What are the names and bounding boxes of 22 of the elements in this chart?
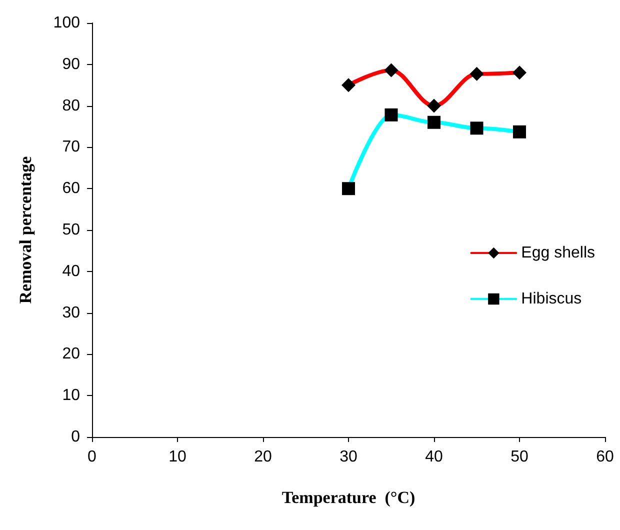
x-axis-title: Temperature (°C): [282, 488, 416, 507]
y-axis-title: Removal percentage: [16, 156, 35, 304]
y-tick-label: 0: [71, 428, 80, 446]
x-tick-label: 10: [168, 448, 186, 466]
x-tick-label: 30: [340, 448, 358, 466]
y-tick-label: 20: [62, 346, 80, 363]
x-tick-label: 40: [425, 448, 443, 466]
y-tick-label: 90: [62, 56, 80, 73]
y-tick-label: 60: [62, 180, 80, 198]
y-tick-label: 30: [62, 304, 80, 322]
x-tick-label: 20: [254, 448, 272, 466]
x-tick-label: 60: [596, 448, 614, 466]
legend-label: Hibiscus: [521, 290, 582, 308]
y-tick-label: 70: [62, 138, 80, 156]
legend-label: Egg shells: [521, 244, 596, 262]
y-tick-label: 10: [62, 387, 80, 404]
y-tick-label: 100: [53, 14, 80, 32]
y-tick-label: 80: [62, 97, 80, 114]
y-tick-label: 50: [62, 222, 80, 238]
x-tick-label: 50: [510, 448, 528, 466]
x-tick-label: 0: [88, 448, 97, 466]
y-tick-label: 40: [62, 262, 80, 280]
